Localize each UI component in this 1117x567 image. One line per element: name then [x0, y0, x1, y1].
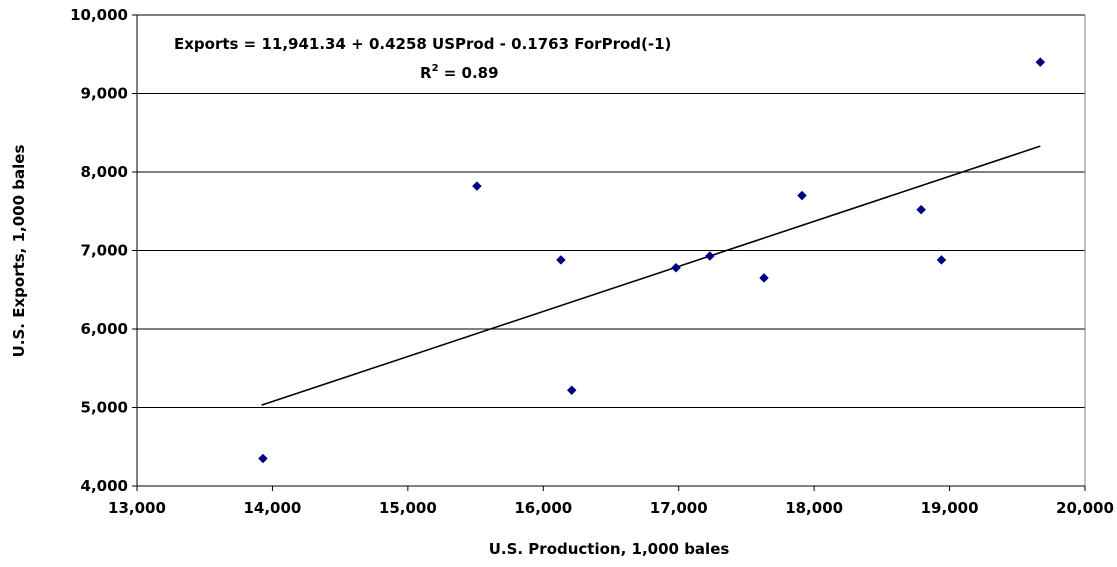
y-tick-label: 9,000	[81, 85, 128, 103]
data-point	[566, 385, 577, 396]
x-tick-label: 20,000	[1056, 499, 1114, 517]
r-squared-superscript: 2	[432, 63, 439, 74]
tick-labels: 4,000 5,000 6,000 7,000 8,000 9,000 10,000 13,0…	[70, 6, 1114, 517]
r-squared-label: R2 = 0.89	[420, 63, 499, 82]
y-axis-label: U.S. Exports, 1,000 bales	[10, 145, 28, 358]
regression-equation: Exports = 11,941.34 + 0.4258 USProd - 0.…	[174, 35, 671, 53]
r-squared-value: = 0.89	[439, 64, 499, 82]
y-tick-label: 8,000	[81, 163, 128, 181]
data-point	[797, 190, 807, 201]
x-tick-label: 17,000	[650, 499, 708, 517]
data-point	[936, 255, 947, 265]
data-point	[556, 255, 566, 265]
data-point	[258, 453, 268, 464]
axes-layer	[132, 14, 1086, 491]
y-tick-label: 6,000	[81, 320, 128, 338]
regression-line	[261, 145, 1041, 406]
y-tick-label: 4,000	[81, 477, 128, 495]
data-point	[671, 262, 681, 273]
x-tick-label: 14,000	[243, 499, 301, 517]
x-tick-label: 16,000	[514, 499, 572, 517]
x-tick-label: 19,000	[921, 499, 979, 517]
data-points	[258, 57, 1046, 464]
x-axis-label: U.S. Production, 1,000 bales	[489, 540, 730, 558]
data-point	[1035, 57, 1046, 67]
x-tick-label: 15,000	[379, 499, 437, 517]
y-tick-label: 7,000	[81, 242, 128, 260]
trend-line-layer	[261, 145, 1041, 406]
y-tick-label: 5,000	[81, 399, 128, 417]
y-tick-label: 10,000	[70, 6, 128, 24]
data-point	[759, 273, 769, 283]
grid-layer	[137, 14, 1085, 487]
data-point	[472, 181, 482, 191]
data-point	[916, 204, 926, 215]
data-point	[705, 251, 715, 261]
r-squared-prefix: R	[420, 64, 432, 82]
x-tick-label: 18,000	[785, 499, 843, 517]
x-tick-label: 13,000	[108, 499, 166, 517]
